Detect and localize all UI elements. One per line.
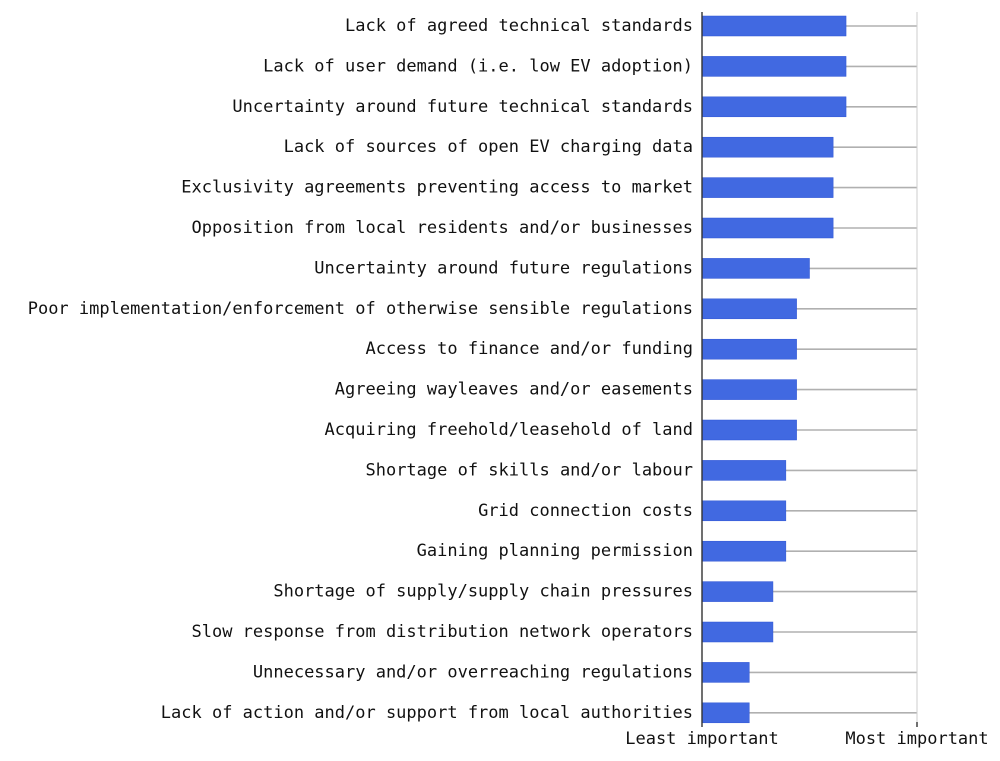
bar [701, 379, 797, 400]
category-label: Grid connection costs [478, 501, 693, 521]
category-label: Exclusivity agreements preventing access… [181, 178, 693, 198]
bar [701, 540, 787, 562]
category-label: Access to finance and/or funding [365, 339, 693, 359]
category-label: Lack of user demand (i.e. low EV adoptio… [263, 56, 693, 76]
category-label: Poor implementation/enforcement of other… [28, 299, 693, 319]
category-label: Slow response from distribution network … [191, 622, 693, 642]
category-label: Uncertainty around future technical stan… [232, 97, 693, 117]
bar [701, 662, 750, 683]
bar [701, 338, 797, 360]
category-label: Unnecessary and/or overreaching regulati… [253, 662, 693, 682]
bar [701, 500, 787, 522]
category-label: Lack of agreed technical standards [345, 16, 693, 36]
category-label: Shortage of skills and/or labour [365, 460, 693, 480]
category-label: Uncertainty around future regulations [314, 258, 693, 278]
bar [701, 621, 774, 643]
bar [701, 419, 797, 441]
category-label: Lack of action and/or support from local… [161, 703, 693, 723]
category-label: Lack of sources of open EV charging data [284, 137, 693, 157]
bar [701, 96, 847, 118]
bar [701, 15, 847, 37]
bars [701, 15, 847, 724]
category-label: Agreeing wayleaves and/or easements [335, 380, 693, 400]
category-labels: Lack of agreed technical standards Lack o… [28, 16, 693, 723]
bar [701, 581, 774, 602]
bar [701, 136, 834, 158]
bar [701, 298, 797, 320]
bar [701, 258, 810, 279]
axes: Least important Most important [625, 12, 989, 749]
category-label: Shortage of supply/supply chain pressure… [273, 582, 693, 602]
bar [701, 217, 834, 239]
x-tick-label-least: Least important [625, 729, 779, 749]
category-label: Opposition from local residents and/or b… [191, 218, 693, 238]
bar [701, 460, 787, 481]
bar [701, 56, 847, 77]
gridlines [702, 25, 917, 714]
category-label: Acquiring freehold/leasehold of land [325, 420, 693, 440]
category-label: Gaining planning permission [417, 541, 693, 561]
x-tick-label-most: Most important [845, 729, 988, 749]
bar [701, 702, 750, 724]
bar [701, 177, 834, 198]
